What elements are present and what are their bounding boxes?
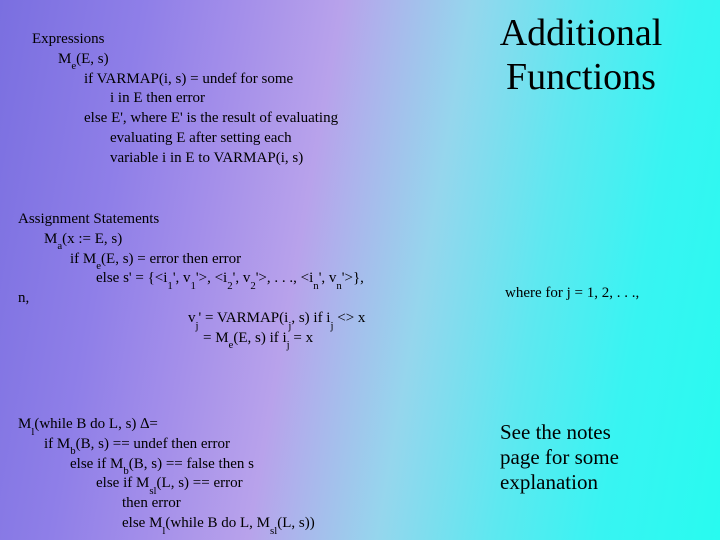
t: (L, s)) xyxy=(277,515,315,531)
while-l6: else Ml(while B do L, Msl(L, s)) xyxy=(18,514,315,534)
while-block: Ml(while B do L, s) ∆= if Mb(B, s) == un… xyxy=(18,415,315,534)
note-l3: explanation xyxy=(500,470,598,494)
t: '>, <i xyxy=(196,270,227,286)
assignment-block: Assignment Statements Ma(x := E, s) if M… xyxy=(18,210,365,349)
t: b xyxy=(70,445,75,457)
t: (E, s) xyxy=(76,51,109,67)
t: M xyxy=(18,416,31,432)
t: , s) if i xyxy=(291,310,330,326)
t: <> x xyxy=(333,310,365,326)
title-line-1: Additional xyxy=(500,12,663,54)
expressions-block: Expressions Me(E, s) if VARMAP(i, s) = u… xyxy=(32,30,338,169)
t: ', v xyxy=(173,270,191,286)
t: M xyxy=(44,231,57,247)
while-l3: else if Mb(B, s) == false then s xyxy=(18,455,315,475)
while-l4: else if Msl(L, s) == error xyxy=(18,474,315,494)
t: = x xyxy=(290,330,313,346)
t: j xyxy=(288,320,291,332)
t: if M xyxy=(44,436,70,452)
expr-def: Me(E, s) xyxy=(32,50,338,70)
t: ', v xyxy=(233,270,251,286)
title-line-2: Functions xyxy=(506,56,656,98)
t: '>, . . ., <i xyxy=(256,270,314,286)
t: = M xyxy=(203,330,229,346)
t: (B, s) == undef then error xyxy=(76,436,230,452)
t: (while B do L, M xyxy=(165,515,270,531)
t: b xyxy=(123,465,128,477)
t: (x := E, s) xyxy=(62,231,122,247)
t: (E, s) if i xyxy=(233,330,286,346)
assign-heading: Assignment Statements xyxy=(18,211,159,227)
while-l5: then error xyxy=(18,494,315,514)
t: sl xyxy=(149,485,156,497)
t: else s' = {<i xyxy=(96,270,167,286)
t: 2 xyxy=(250,280,255,292)
assign-l6: = Me(E, s) if ij = x xyxy=(18,329,365,349)
t: e xyxy=(229,339,234,351)
t: else if M xyxy=(96,475,149,491)
t: (E, s) = error then error xyxy=(101,251,241,267)
t: n xyxy=(313,280,318,292)
t: a xyxy=(57,240,62,252)
t: j xyxy=(196,320,199,332)
t: else if M xyxy=(70,456,123,472)
t: v xyxy=(188,310,196,326)
t: 1 xyxy=(191,280,196,292)
expr-l4: else E', where E' is the result of evalu… xyxy=(32,109,338,129)
expr-l3: i in E then error xyxy=(32,89,338,109)
t: e xyxy=(96,260,101,272)
t: else M xyxy=(122,515,162,531)
t: ' = VARMAP(i xyxy=(199,310,289,326)
assign-l2: if Me(E, s) = error then error xyxy=(18,250,365,270)
t: 1 xyxy=(167,280,172,292)
assign-l3: else s' = {<i1', v1'>, <i2', v2'>, . . .… xyxy=(18,269,365,289)
note-l1: See the notes xyxy=(500,420,611,444)
expr-heading: Expressions xyxy=(32,31,105,47)
while-l2: if Mb(B, s) == undef then error xyxy=(18,435,315,455)
expr-l2: if VARMAP(i, s) = undef for some xyxy=(32,70,338,90)
t: sl xyxy=(270,525,277,537)
expr-l5: evaluating E after setting each xyxy=(32,129,338,149)
t: l xyxy=(31,426,34,438)
slide-title: Additional Functions xyxy=(476,12,686,99)
t: (B, s) == false then s xyxy=(129,456,254,472)
t: (L, s) == error xyxy=(157,475,243,491)
t: M xyxy=(58,51,71,67)
assign-where-clause: where for j = 1, 2, . . ., xyxy=(505,285,639,302)
t: n xyxy=(336,280,341,292)
assign-l5: vj' = VARMAP(ij, s) if ij <> x xyxy=(18,309,365,329)
t: j xyxy=(287,339,290,351)
expr-l6: variable i in E to VARMAP(i, s) xyxy=(32,149,338,169)
t: ', v xyxy=(319,270,337,286)
assign-l4: n, xyxy=(18,289,365,309)
while-l1: Ml(while B do L, s) ∆= xyxy=(18,415,315,435)
t: 2 xyxy=(227,280,232,292)
t: if M xyxy=(70,251,96,267)
notes-hint: See the notes page for some explanation xyxy=(500,420,690,496)
assign-def: Ma(x := E, s) xyxy=(18,230,365,250)
t: (while B do L, s) ∆= xyxy=(34,416,157,432)
t: l xyxy=(162,525,165,537)
note-l2: page for some xyxy=(500,445,619,469)
t: '>}, xyxy=(342,270,364,286)
t: e xyxy=(71,60,76,72)
